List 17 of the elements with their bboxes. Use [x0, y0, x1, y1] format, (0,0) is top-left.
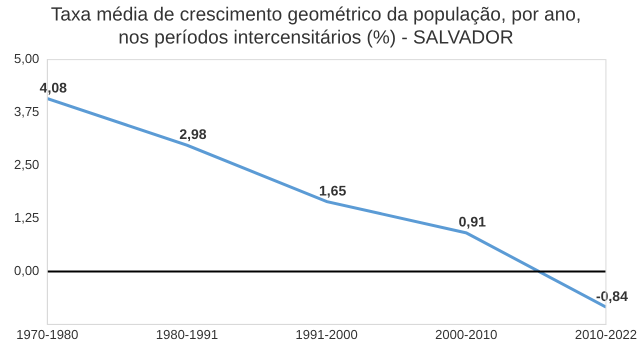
- x-tick-label: 1970-1980: [16, 326, 78, 342]
- data-label: 0,91: [458, 214, 486, 230]
- y-tick-label: 1,25: [14, 210, 40, 226]
- x-tick-label: 2010-2022: [574, 326, 637, 342]
- data-label: -0,84: [596, 288, 628, 304]
- y-tick-label: 5,00: [14, 51, 40, 66]
- y-tick-label: 3,75: [14, 104, 40, 120]
- x-tick-label: 1991-2000: [296, 326, 358, 342]
- x-tick-label: 1980-1991: [156, 326, 218, 342]
- data-label: 2,98: [179, 126, 207, 142]
- text: Taxa média de crescimento geométrico da população, por ano,: [50, 4, 582, 26]
- y-tick-label: 2,50: [14, 157, 40, 172]
- data-label: 1,65: [318, 182, 346, 198]
- y-tick-label: 0,00: [14, 263, 40, 278]
- text: nos períodos intercensitários (%) - SALVADOR: [118, 27, 514, 48]
- data-label: 4,08: [40, 79, 68, 96]
- x-tick-label: 2000-2010: [435, 326, 498, 342]
